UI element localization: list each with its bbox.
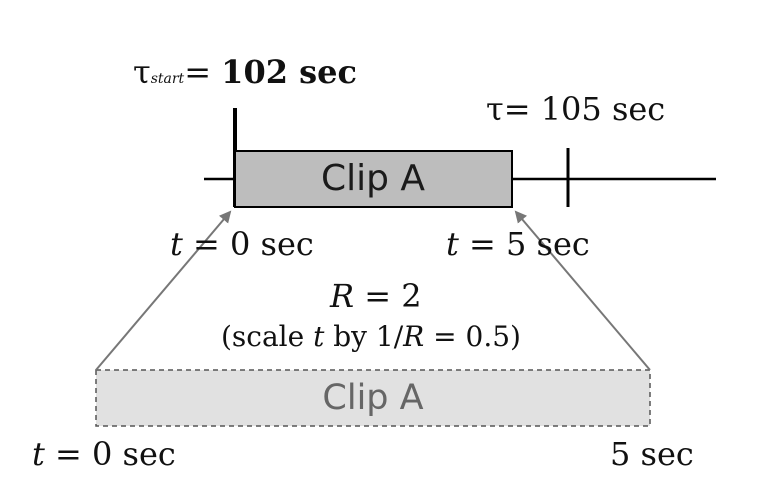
clip-a-bottom-box	[95, 369, 651, 427]
tau-start-label: τstart= 102 sec	[133, 56, 357, 88]
t0-bottom-variable: t	[32, 435, 45, 473]
tau-start-value: 102 sec	[221, 53, 357, 91]
clip-a-bottom-label: Clip A	[322, 377, 424, 418]
scale-suffix: = 0.5)	[424, 320, 521, 353]
t0-bottom-label: t = 0 sec	[32, 438, 176, 470]
left-mapping-arrow	[95, 210, 232, 371]
t5-bottom-label: 5 sec	[610, 435, 694, 473]
t0-top-variable: t	[170, 225, 183, 263]
clip-a-top-box	[234, 150, 513, 208]
scale-r-variable: R	[403, 320, 425, 353]
clip-a-top-label: Clip A	[320, 158, 426, 199]
tau-end-label: τ= 105 sec	[486, 93, 665, 125]
right-mapping-arrow	[514, 210, 651, 371]
scale-t-variable: t	[313, 320, 325, 353]
t0-top-label: t = 0 sec	[170, 228, 314, 260]
t5-top-label: t = 5 sec	[446, 228, 590, 260]
tau-start-subscript: start	[150, 71, 185, 87]
scale-prefix: (scale	[221, 320, 314, 353]
rate-variable: R	[330, 277, 355, 315]
scale-middle: by 1/	[324, 320, 404, 353]
t5-top-variable: t	[446, 225, 459, 263]
t5-top-text: = 5 sec	[458, 225, 590, 263]
tau-end-symbol: τ	[486, 90, 504, 128]
t0-top-text: = 0 sec	[182, 225, 314, 263]
rate-text: = 2	[354, 277, 422, 315]
tau-start-symbol: τ	[133, 53, 151, 91]
tau-end-operator: =	[503, 90, 531, 128]
tau-start-operator: =	[184, 53, 211, 91]
scale-note: (scale t by 1/R = 0.5)	[221, 323, 521, 351]
t0-bottom-text: = 0 sec	[44, 435, 176, 473]
rate-label: R = 2	[330, 280, 422, 312]
tau-end-value: 105 sec	[540, 90, 666, 128]
